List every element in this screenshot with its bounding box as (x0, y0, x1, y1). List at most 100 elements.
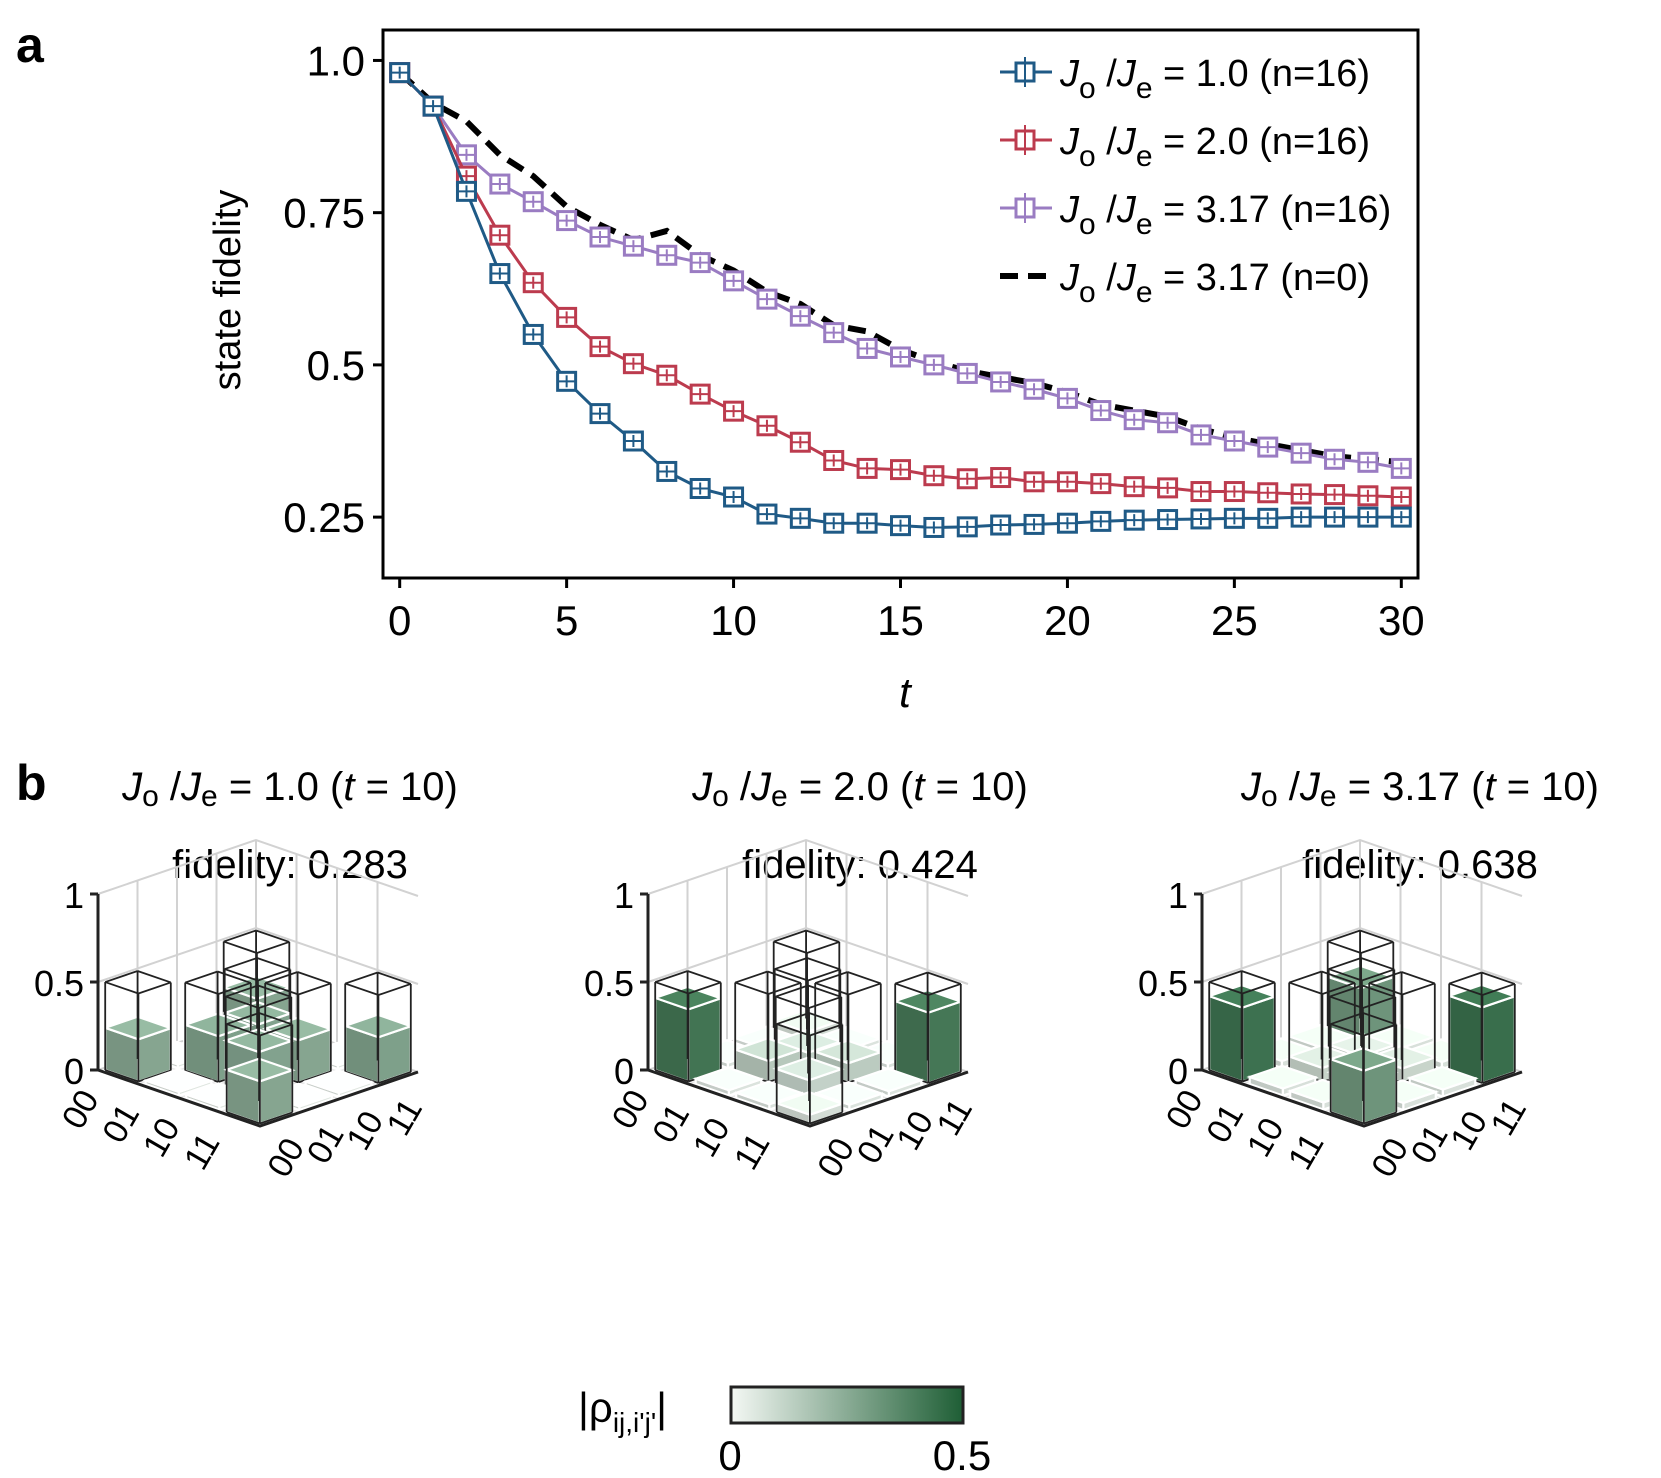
wire-edge (1329, 984, 1363, 998)
bar3d-fidelity-2: fidelity: 0.638 (1302, 843, 1538, 887)
wire-edge (257, 968, 291, 982)
x-tick-label-30: 30 (1378, 597, 1425, 644)
wire-edge (138, 1069, 172, 1083)
data-point (1390, 506, 1412, 528)
data-point (522, 323, 544, 345)
wire-edge (1242, 981, 1276, 995)
data-point (1090, 400, 1112, 422)
wire-edge (1208, 1069, 1243, 1083)
data-point (1290, 483, 1312, 505)
data-point (789, 431, 811, 453)
data-point (489, 173, 511, 195)
ideal-wireframe (344, 971, 412, 1084)
data-point (489, 263, 511, 285)
chart-a-legend: Jo /Je = 1.0 (n=16) Jo /Je = 2.0 (n=16) Jo… (1000, 53, 1391, 309)
data-point (1324, 484, 1346, 506)
data-point (1257, 436, 1279, 458)
data-point (723, 270, 745, 292)
data-point (756, 288, 778, 310)
data-point (1357, 485, 1379, 507)
legend-entry-1: Jo /Je = 2.0 (n=16) (1000, 121, 1370, 173)
data-point (756, 503, 778, 525)
colorbar-label: |ρij,i'j'| (578, 1384, 667, 1438)
wire-edge (256, 957, 291, 971)
legend-entry-0: Jo /Je = 1.0 (n=16) (1000, 53, 1370, 105)
col-label-00: 00 (1364, 1132, 1416, 1184)
wire-edge (297, 971, 332, 985)
data-point (1123, 409, 1145, 431)
bar-face-right (927, 1000, 962, 1085)
wire-edge (775, 984, 809, 998)
wire-edge (1322, 982, 1356, 995)
bar-r0-c0 (101, 970, 175, 1084)
wire-edge (1327, 929, 1361, 943)
wire-edge (264, 982, 299, 996)
data-point (589, 336, 611, 358)
wire-edge (1329, 995, 1364, 1009)
data-point (890, 346, 911, 368)
wire-edge (264, 971, 298, 984)
wire-edge (808, 996, 842, 1009)
z-tick-label-0.5: 0.5 (34, 963, 84, 1004)
wire-edge (775, 995, 810, 1009)
bar-face-top (812, 1081, 886, 1106)
wire-edge (258, 996, 292, 1009)
data-point (956, 468, 978, 490)
data-point (1324, 506, 1346, 528)
wire-edge (808, 1012, 843, 1026)
wire-edge (734, 981, 769, 995)
bar3d-bars (651, 929, 965, 1126)
wire-edge (774, 968, 809, 982)
bar-r3-c0 (223, 1012, 296, 1126)
data-point (1290, 442, 1312, 464)
wire-edge (1401, 971, 1436, 985)
colorbar-min-label: 0 (718, 1432, 741, 1478)
wire-edge (224, 968, 259, 982)
ideal-wireframe (104, 970, 172, 1083)
col-label-10: 10 (889, 1105, 941, 1157)
data-point (656, 364, 678, 386)
legend-label-1: Jo /Je = 2.0 (n=16) (1059, 121, 1370, 173)
x-tick-label-5: 5 (555, 597, 578, 644)
wire-edge (378, 1071, 412, 1084)
col-label-00: 00 (810, 1132, 862, 1184)
wire-edge (894, 971, 928, 985)
wire-edge (226, 1111, 261, 1125)
data-point (1357, 506, 1379, 528)
wire-edge (344, 982, 379, 996)
data-point (756, 415, 778, 437)
wire-edge (1363, 1023, 1397, 1037)
series-2 (389, 62, 1412, 479)
z-tick-label-1: 1 (1168, 875, 1188, 916)
data-point (789, 507, 811, 529)
bar-r3-c3 (891, 971, 965, 1085)
wire-edge (1241, 970, 1276, 984)
data-point (1357, 451, 1379, 473)
data-point (956, 516, 978, 538)
ideal-wireframe (264, 971, 332, 1084)
wire-edge (344, 971, 378, 985)
wire-edge (225, 995, 260, 1009)
data-point (1090, 473, 1112, 495)
wire-edge (255, 929, 290, 943)
colorbar-max-label: 0.5 (933, 1432, 991, 1478)
wire-edge (217, 970, 252, 984)
wire-edge (894, 982, 929, 996)
ideal-wireframe (1329, 1012, 1398, 1125)
data-point (1123, 476, 1145, 498)
wire-edge (776, 1012, 810, 1025)
wall-level-line (647, 838, 969, 897)
ideal-wireframe (654, 970, 722, 1083)
wall-level-line (647, 926, 969, 985)
wire-edge (1359, 929, 1394, 943)
wire-edge (807, 968, 841, 982)
wire-edge (1362, 996, 1396, 1009)
data-point (1324, 448, 1346, 470)
bar3d-plot-0: Jo /Je = 1.0 (t = 10)fidelity: 0.28300.5… (34, 765, 458, 1184)
data-point (890, 459, 911, 481)
wall-level-line (1201, 926, 1523, 985)
col-label-01: 01 (300, 1118, 352, 1170)
wire-edge (928, 1071, 962, 1084)
data-point (1023, 513, 1045, 535)
wire-edge (184, 1069, 219, 1083)
